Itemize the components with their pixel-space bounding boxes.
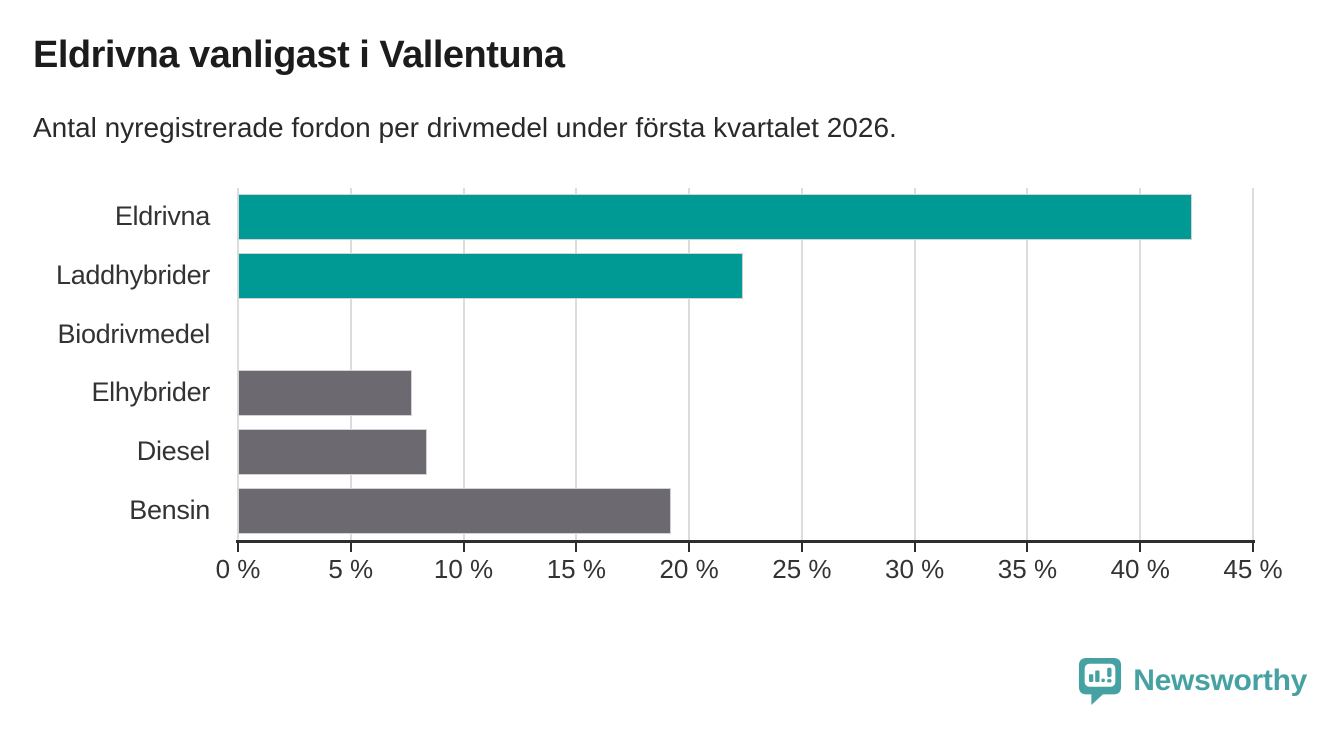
x-tick-label-25: 25 % xyxy=(772,554,832,584)
bar-diesel xyxy=(238,429,428,475)
gridline-25pct xyxy=(800,188,803,540)
x-tick-label-35: 35 % xyxy=(997,554,1058,584)
y-axis-category-labels: Eldrivna Laddhybrider Biodrivmedel Elhybrid… xyxy=(0,188,224,540)
category-label-biodrivmedel: Biodrivmedel xyxy=(57,318,211,349)
gridline-20pct xyxy=(688,188,691,540)
gridline-35pct xyxy=(1026,188,1029,540)
gridline-10pct xyxy=(462,188,465,540)
chart-title: Eldrivna vanligast i Vallentuna xyxy=(33,34,565,76)
x-axis-line xyxy=(236,540,1255,543)
gridline-45pct xyxy=(1252,188,1254,540)
x-tick-25 xyxy=(800,543,803,552)
bar-eldrivna xyxy=(238,194,1193,241)
brand-footer: Newsworthy xyxy=(1077,656,1307,706)
newsworthy-logo-icon xyxy=(1079,658,1122,705)
x-tick-label-45: 45 % xyxy=(1223,554,1283,584)
gridline-40pct xyxy=(1139,188,1142,540)
x-tick-label-10: 10 % xyxy=(433,554,494,584)
x-tick-label-15: 15 % xyxy=(546,554,606,584)
gridline-15pct xyxy=(575,188,578,540)
category-label-laddhybrider: Laddhybrider xyxy=(55,260,210,290)
x-tick-0 xyxy=(237,543,239,552)
x-tick-15 xyxy=(575,543,578,552)
gridline-5pct xyxy=(349,188,352,540)
x-tick-label-0: 0 % xyxy=(215,554,261,584)
x-tick-label-40: 40 % xyxy=(1110,554,1170,584)
gridline-0pct xyxy=(237,188,239,540)
x-tick-30 xyxy=(913,543,916,552)
bar-elhybrider xyxy=(238,370,412,417)
bar-bensin xyxy=(238,487,672,534)
gridline-30pct xyxy=(913,188,916,540)
brand-wordmark: Newsworthy xyxy=(1133,664,1307,697)
category-label-bensin: Bensin xyxy=(129,494,210,525)
category-label-diesel: Diesel xyxy=(136,436,211,466)
x-tick-5 xyxy=(349,543,352,552)
bar-laddhybrider xyxy=(238,253,744,299)
x-tick-label-5: 5 % xyxy=(328,554,374,584)
x-tick-10 xyxy=(462,543,465,552)
x-tick-label-20: 20 % xyxy=(659,554,719,584)
x-tick-label-30: 30 % xyxy=(885,554,945,584)
x-tick-35 xyxy=(1026,543,1029,552)
plot-area xyxy=(237,188,1254,540)
chart-subtitle: Antal nyregistrerade fordon per drivmede… xyxy=(33,112,897,143)
x-tick-40 xyxy=(1139,543,1142,552)
category-label-elhybrider: Elhybrider xyxy=(91,377,210,408)
x-tick-20 xyxy=(688,543,691,552)
x-tick-45 xyxy=(1252,543,1254,552)
category-label-eldrivna: Eldrivna xyxy=(114,201,210,232)
